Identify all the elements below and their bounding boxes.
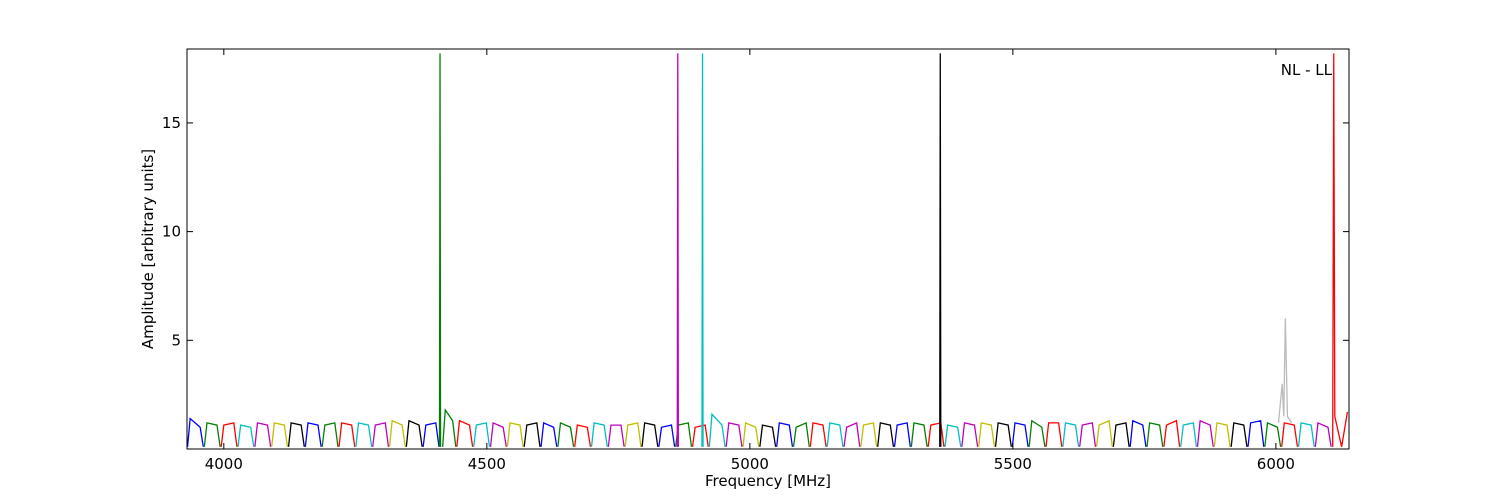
spectrum-line xyxy=(237,53,1315,447)
x-tick-label: 5500 xyxy=(994,455,1032,473)
y-tick-label: 5 xyxy=(171,331,181,349)
y-tick-label: 15 xyxy=(162,114,181,132)
spectrum-line xyxy=(271,419,1231,447)
annotation: NL - LL xyxy=(1281,61,1333,79)
spectrum-line xyxy=(254,53,1332,447)
x-tick-label: 6000 xyxy=(1257,455,1295,473)
plot-frame xyxy=(186,48,1350,450)
x-tick-label: 4500 xyxy=(468,455,506,473)
y-axis-label: Amplitude [arbitrary units] xyxy=(139,149,157,349)
x-axis-label: Frequency [MHz] xyxy=(705,472,831,490)
x-tick-label: 5000 xyxy=(731,455,769,473)
spectrum-line xyxy=(287,53,1248,447)
spectrum-line xyxy=(203,53,1282,447)
x-tick-label: 4000 xyxy=(205,455,243,473)
y-tick-label: 10 xyxy=(162,223,181,241)
spectrum-line xyxy=(186,417,1265,447)
spectrum-line xyxy=(1277,318,1293,424)
spectrum-line xyxy=(220,53,1349,447)
